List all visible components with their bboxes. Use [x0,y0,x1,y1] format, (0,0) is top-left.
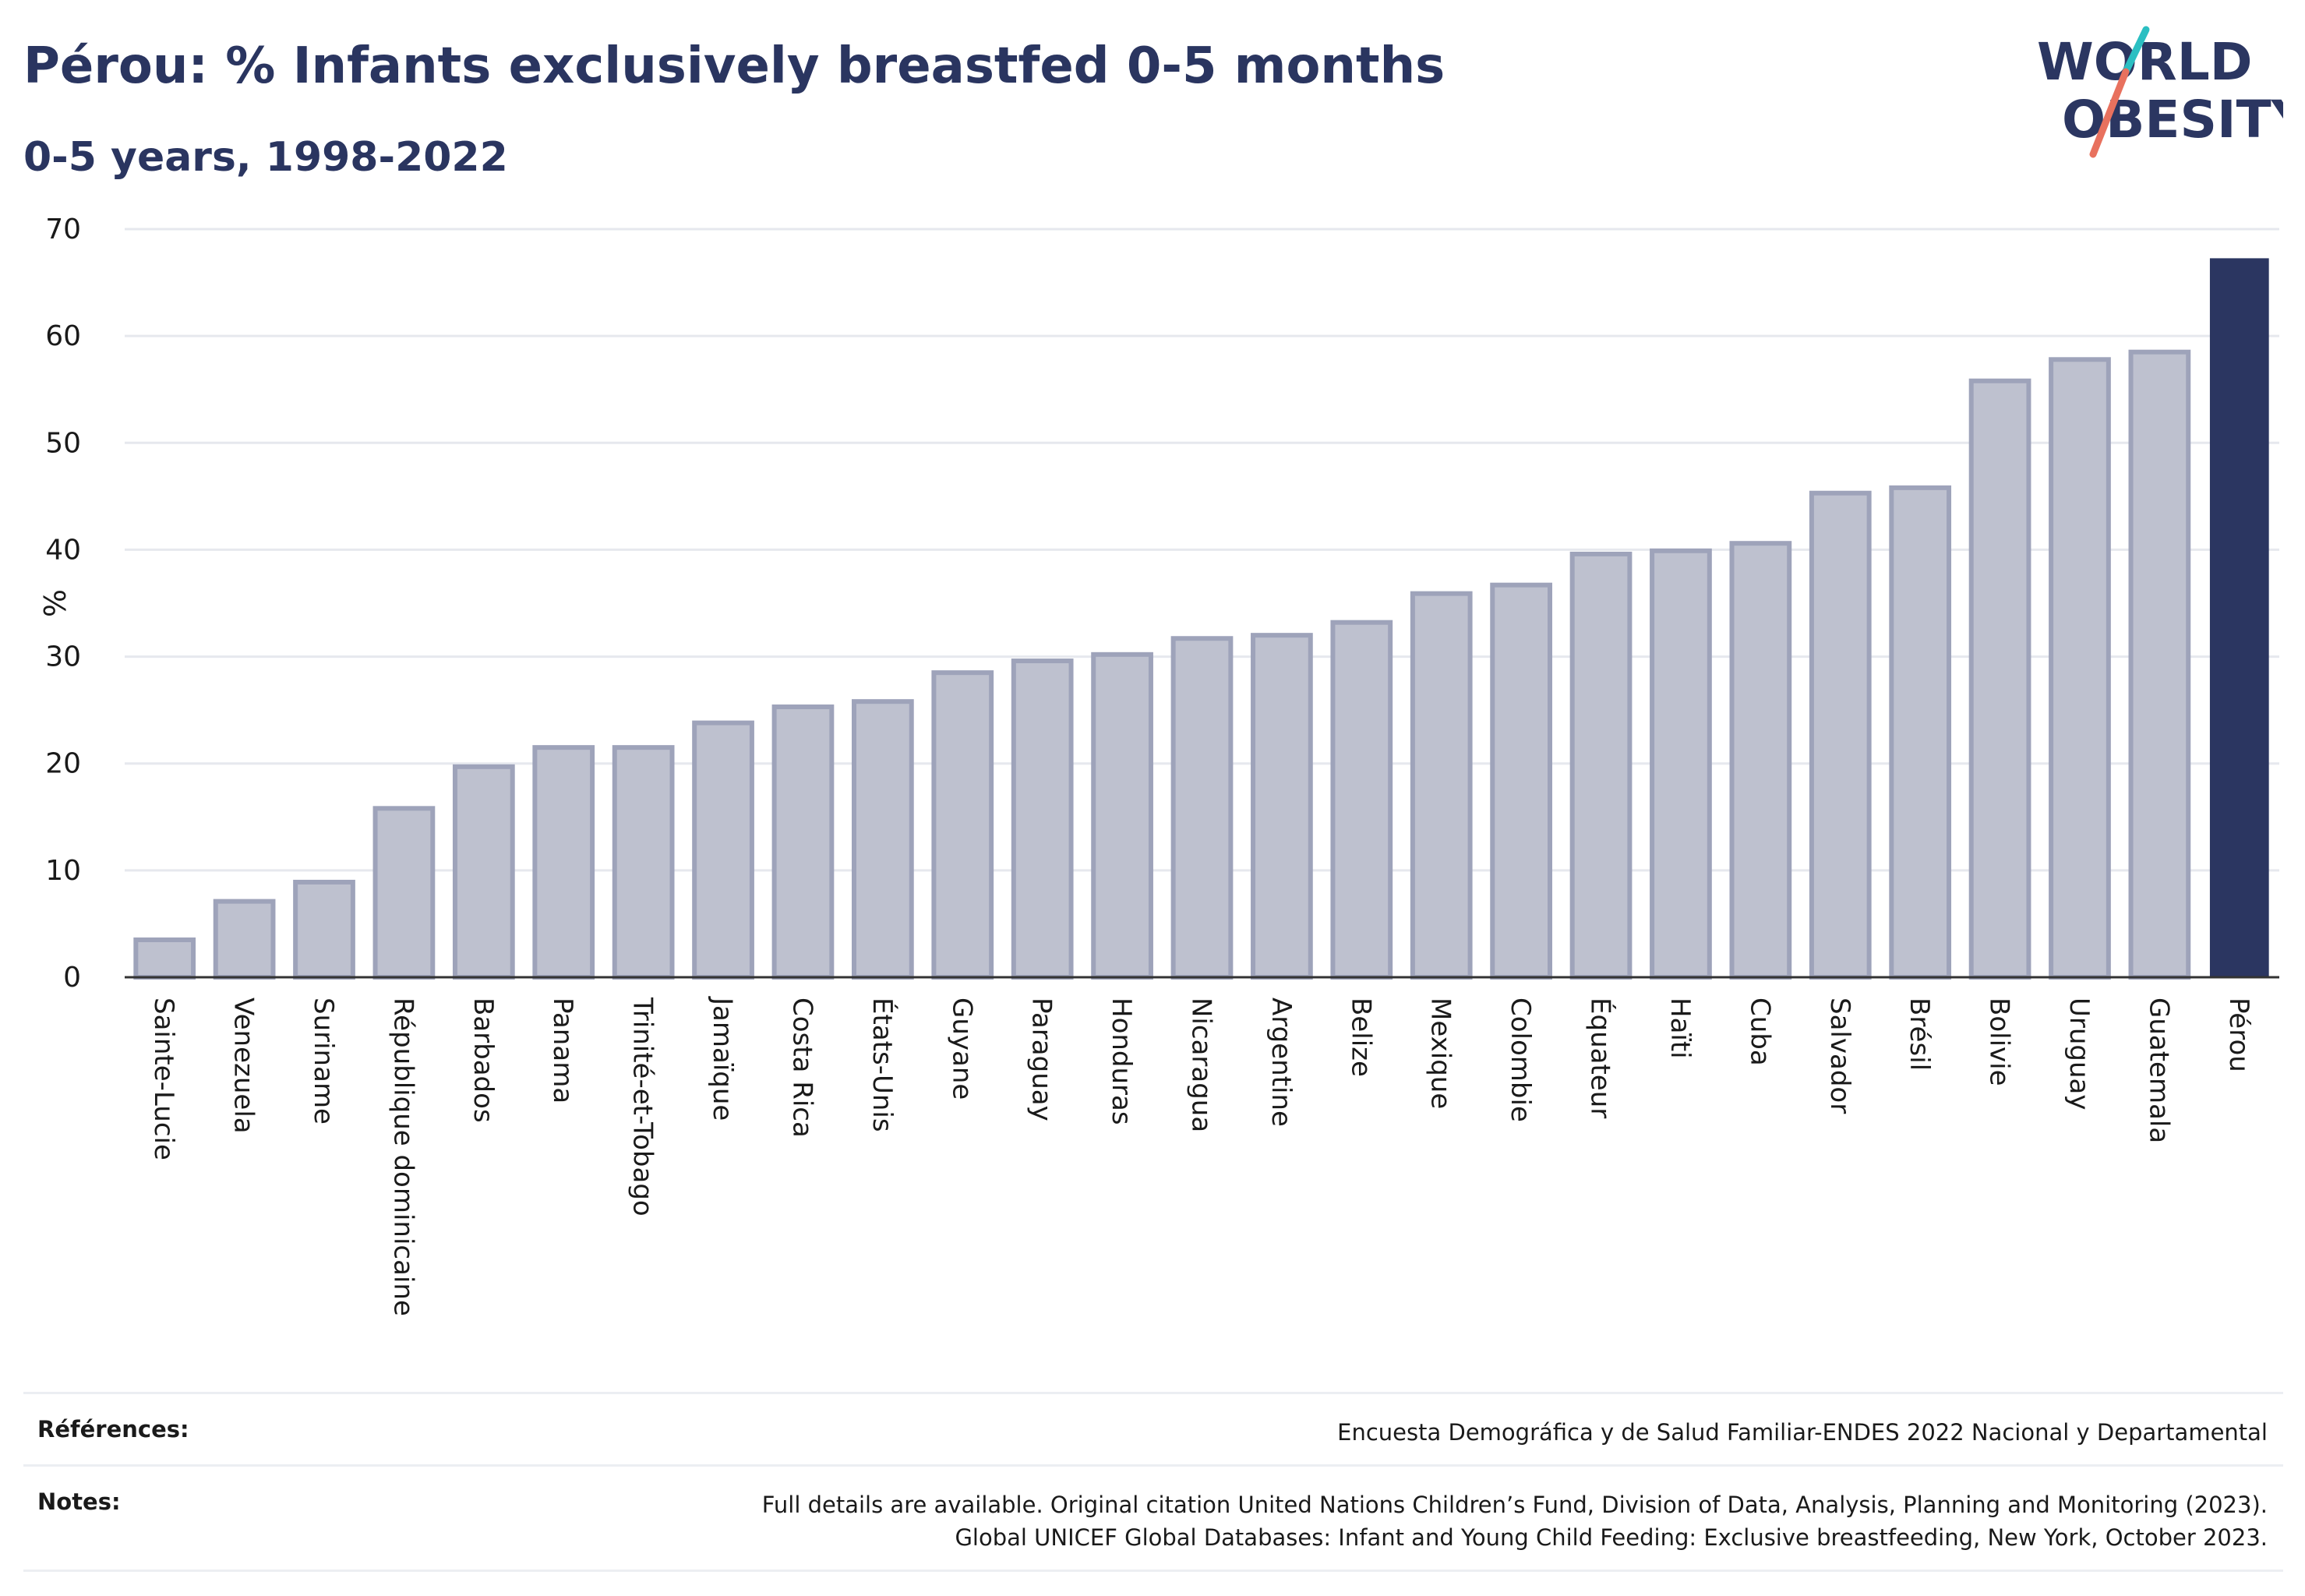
x-tick-label: Bolivie [1984,998,2015,1086]
x-tick-label: Argentine [1265,998,1297,1127]
references-row: Références: Encuesta Demográfica y de Sa… [23,1392,2283,1464]
x-tick-label: États-Unis [867,998,898,1132]
bar [1251,633,1313,980]
y-tick-label: 0 [63,962,81,994]
logo-slash-red [2089,68,2130,158]
notes-text: Full details are available. Original cit… [762,1488,2268,1554]
x-tick-label: Haïti [1664,998,1696,1059]
notes-line-2: Global UNICEF Global Databases: Infant a… [955,1524,2268,1551]
notes-label: Notes: [37,1488,121,1515]
bar [133,937,196,980]
x-tick-label: Belize [1345,998,1376,1077]
axes: 0 10 20 30 40 50 60 70 Sainte-Lucie Venezuela Suri… [45,214,2279,1316]
bar [1410,591,1473,980]
bar [1650,548,1712,980]
x-tick-label: Mexique [1425,998,1456,1109]
bar [2209,258,2269,978]
notes-row: Notes: Full details are available. Origi… [23,1464,2283,1572]
x-tick-label: Suriname [308,998,339,1125]
bar [1170,636,1234,980]
x-tick-label: Nicaragua [1186,998,1217,1132]
bar [213,899,276,980]
bar [852,699,914,980]
references-label: Références: [37,1416,189,1442]
x-tick-label: Cuba [1744,998,1775,1066]
x-tick-label: Pérou [2223,998,2254,1072]
bar [1729,541,1792,980]
y-tick-label: 40 [45,534,81,566]
bar [1889,485,1952,980]
bar [293,879,355,980]
notes-line-1: Full details are available. Original cit… [761,1492,2268,1518]
footer: Références: Encuesta Demográfica y de Sa… [23,1392,2283,1572]
bar-chart: 0 10 20 30 40 50 60 70 Sainte-Lucie Venezuela Suri… [37,214,2279,1316]
x-tick-label: Guatemala [2143,998,2174,1143]
bar [771,704,835,980]
references-text: Encuesta Demográfica y de Salud Familiar… [1337,1419,2268,1446]
x-tick-label: Guyane [946,998,977,1100]
x-tick-label: Jamaïque [707,996,738,1121]
x-tick-label: Panama [547,998,578,1103]
x-tick-label: Équateur [1585,998,1617,1118]
bar [2128,349,2191,980]
bar [1968,378,2031,980]
x-tick-label: Honduras [1106,998,1137,1125]
y-tick-label: 10 [45,855,81,887]
x-tick-label: Colombie [1505,998,1536,1122]
bar [692,720,754,980]
bar [532,745,595,980]
x-tick-label: Paraguay [1026,998,1057,1121]
x-tick-label: Brésil [1904,998,1935,1071]
x-tick-label: Costa Rica [786,998,817,1138]
y-tick-label: 20 [45,748,81,780]
logo-text-world: WORLD [2037,32,2253,92]
y-tick-label: 50 [45,427,81,459]
x-tick-label: République dominicaine [387,998,418,1316]
x-tick-label: Salvador [1824,998,1855,1114]
x-tick-label: Sainte-Lucie [148,998,179,1160]
bar [2049,357,2111,980]
y-axis-title: % [37,589,71,617]
bar [1809,490,1872,980]
world-obesity-logo: WORLD OBESITY [2037,26,2283,158]
bar [452,764,515,980]
bar [1091,651,1153,980]
bar [1490,582,1552,980]
x-tick-label: Uruguay [2063,998,2095,1110]
bars [133,258,2269,980]
y-tick-label: 70 [45,214,81,245]
x-tick-label: Trinité-et-Tobago [627,997,658,1216]
logo-slash-teal [2122,26,2150,76]
y-tick-label: 60 [45,320,81,352]
bar [1569,551,1633,980]
bar [1011,659,1074,980]
bar [931,670,994,980]
chart-title: Pérou: % Infants exclusively breastfed 0… [23,37,1445,95]
chart-subtitle: 0-5 years, 1998-2022 [23,134,508,181]
bar [1330,620,1393,980]
bar [612,745,675,980]
x-tick-label: Venezuela [228,998,259,1134]
x-tick-label: Barbados [468,998,499,1123]
bar [372,806,436,980]
y-tick-label: 30 [45,641,81,673]
